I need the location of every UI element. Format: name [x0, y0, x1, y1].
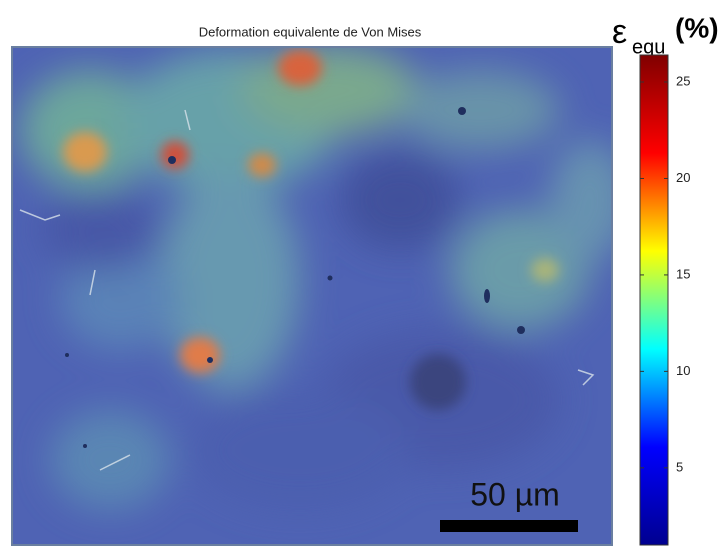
colorbar-tick-label: 20	[676, 170, 690, 185]
map-frame	[11, 46, 613, 546]
colorbar-unit: (%)	[675, 12, 719, 43]
colorbar-tick-label: 15	[676, 266, 690, 281]
colorbar-tick-label: 25	[676, 73, 690, 88]
scale-bar	[440, 520, 578, 532]
colorbar	[639, 54, 669, 546]
colorbar-symbol: ε	[612, 13, 627, 51]
strain-map	[12, 47, 612, 545]
colorbar-tick-label: 10	[676, 363, 690, 378]
colorbar-tick-label: 5	[676, 459, 683, 474]
chart-title: Deformation equivalente de Von Mises	[199, 24, 422, 39]
scale-bar-label: 50 µm	[470, 476, 560, 512]
colorbar-subscript: equ	[632, 36, 665, 58]
